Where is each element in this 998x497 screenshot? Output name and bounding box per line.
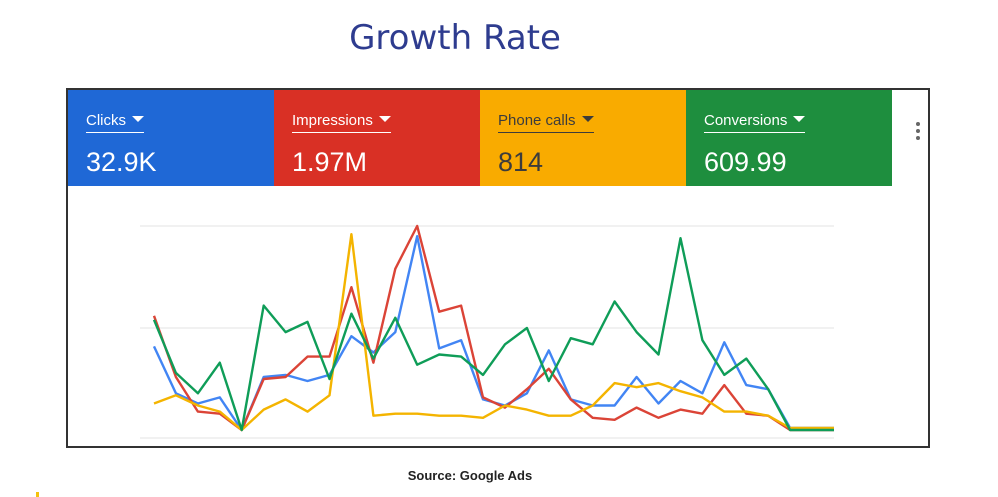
chart-panel: Clicks 32.9K Impressions 1.97M Phone cal… [66, 88, 930, 448]
series-line-1 [152, 224, 834, 432]
caret-down-icon [378, 116, 391, 123]
metric-card-clicks[interactable]: Clicks 32.9K [68, 90, 274, 186]
series-line-3 [152, 237, 834, 432]
metric-label-clicks[interactable]: Clicks [86, 112, 144, 133]
metric-value-conversions: 609.99 [704, 147, 787, 177]
metric-label-phone-calls[interactable]: Phone calls [498, 112, 594, 133]
metric-value-impressions: 1.97M [292, 147, 368, 177]
metric-card-conversions[interactable]: Conversions 609.99 [686, 90, 892, 186]
series-line-2 [153, 233, 834, 432]
accent-mark [36, 492, 39, 497]
caret-down-icon [793, 116, 806, 123]
caret-down-icon [132, 116, 144, 123]
metric-card-phone-calls[interactable]: Phone calls 814 [480, 90, 686, 186]
series-line-0 [152, 235, 834, 432]
chart-title: Growth Rate [349, 18, 561, 58]
metric-label-text: Phone calls [498, 112, 576, 129]
series-lines [152, 224, 834, 432]
source-note: Source: Google Ads [407, 468, 533, 483]
metric-label-text: Conversions [704, 112, 788, 129]
metric-value-clicks: 32.9K [86, 147, 157, 177]
metric-label-conversions[interactable]: Conversions [704, 112, 806, 133]
metric-label-text: Clicks [86, 112, 126, 129]
metric-label-impressions[interactable]: Impressions [292, 112, 391, 133]
gridlines [140, 225, 834, 439]
metric-card-impressions[interactable]: Impressions 1.97M [274, 90, 480, 186]
metric-cards: Clicks 32.9K Impressions 1.97M Phone cal… [68, 90, 892, 186]
metric-label-text: Impressions [292, 112, 373, 129]
more-vert-icon[interactable] [916, 122, 920, 143]
metric-value-phone-calls: 814 [498, 147, 544, 177]
line-chart [140, 224, 834, 439]
caret-down-icon [581, 116, 594, 123]
